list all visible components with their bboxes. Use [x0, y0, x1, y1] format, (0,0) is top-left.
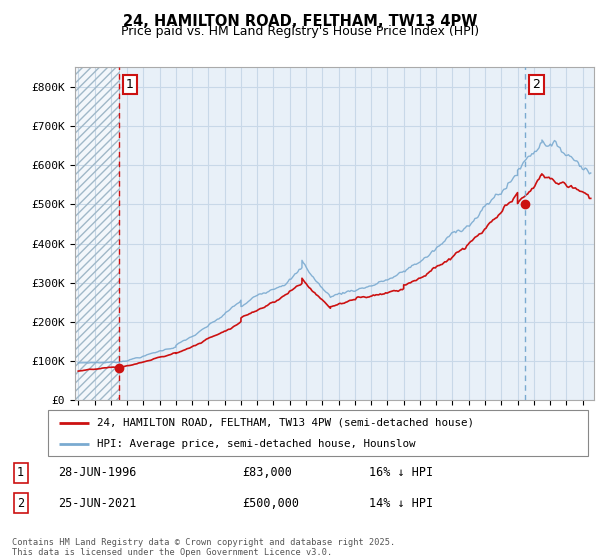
- Bar: [75, 67, 119, 400]
- Text: 1: 1: [126, 78, 134, 91]
- Text: £500,000: £500,000: [242, 497, 299, 510]
- Text: 2: 2: [533, 78, 541, 91]
- Text: 2: 2: [17, 497, 24, 510]
- Text: 16% ↓ HPI: 16% ↓ HPI: [369, 466, 433, 479]
- Text: Price paid vs. HM Land Registry's House Price Index (HPI): Price paid vs. HM Land Registry's House …: [121, 25, 479, 38]
- Text: 24, HAMILTON ROAD, FELTHAM, TW13 4PW (semi-detached house): 24, HAMILTON ROAD, FELTHAM, TW13 4PW (se…: [97, 418, 473, 428]
- Text: 24, HAMILTON ROAD, FELTHAM, TW13 4PW: 24, HAMILTON ROAD, FELTHAM, TW13 4PW: [123, 14, 477, 29]
- Text: HPI: Average price, semi-detached house, Hounslow: HPI: Average price, semi-detached house,…: [97, 439, 415, 449]
- Text: 1: 1: [17, 466, 24, 479]
- FancyBboxPatch shape: [48, 410, 588, 456]
- Text: 25-JUN-2021: 25-JUN-2021: [58, 497, 136, 510]
- Text: 14% ↓ HPI: 14% ↓ HPI: [369, 497, 433, 510]
- Bar: [75, 67, 119, 400]
- Text: 28-JUN-1996: 28-JUN-1996: [58, 466, 136, 479]
- Text: £83,000: £83,000: [242, 466, 292, 479]
- Text: Contains HM Land Registry data © Crown copyright and database right 2025.
This d: Contains HM Land Registry data © Crown c…: [12, 538, 395, 557]
